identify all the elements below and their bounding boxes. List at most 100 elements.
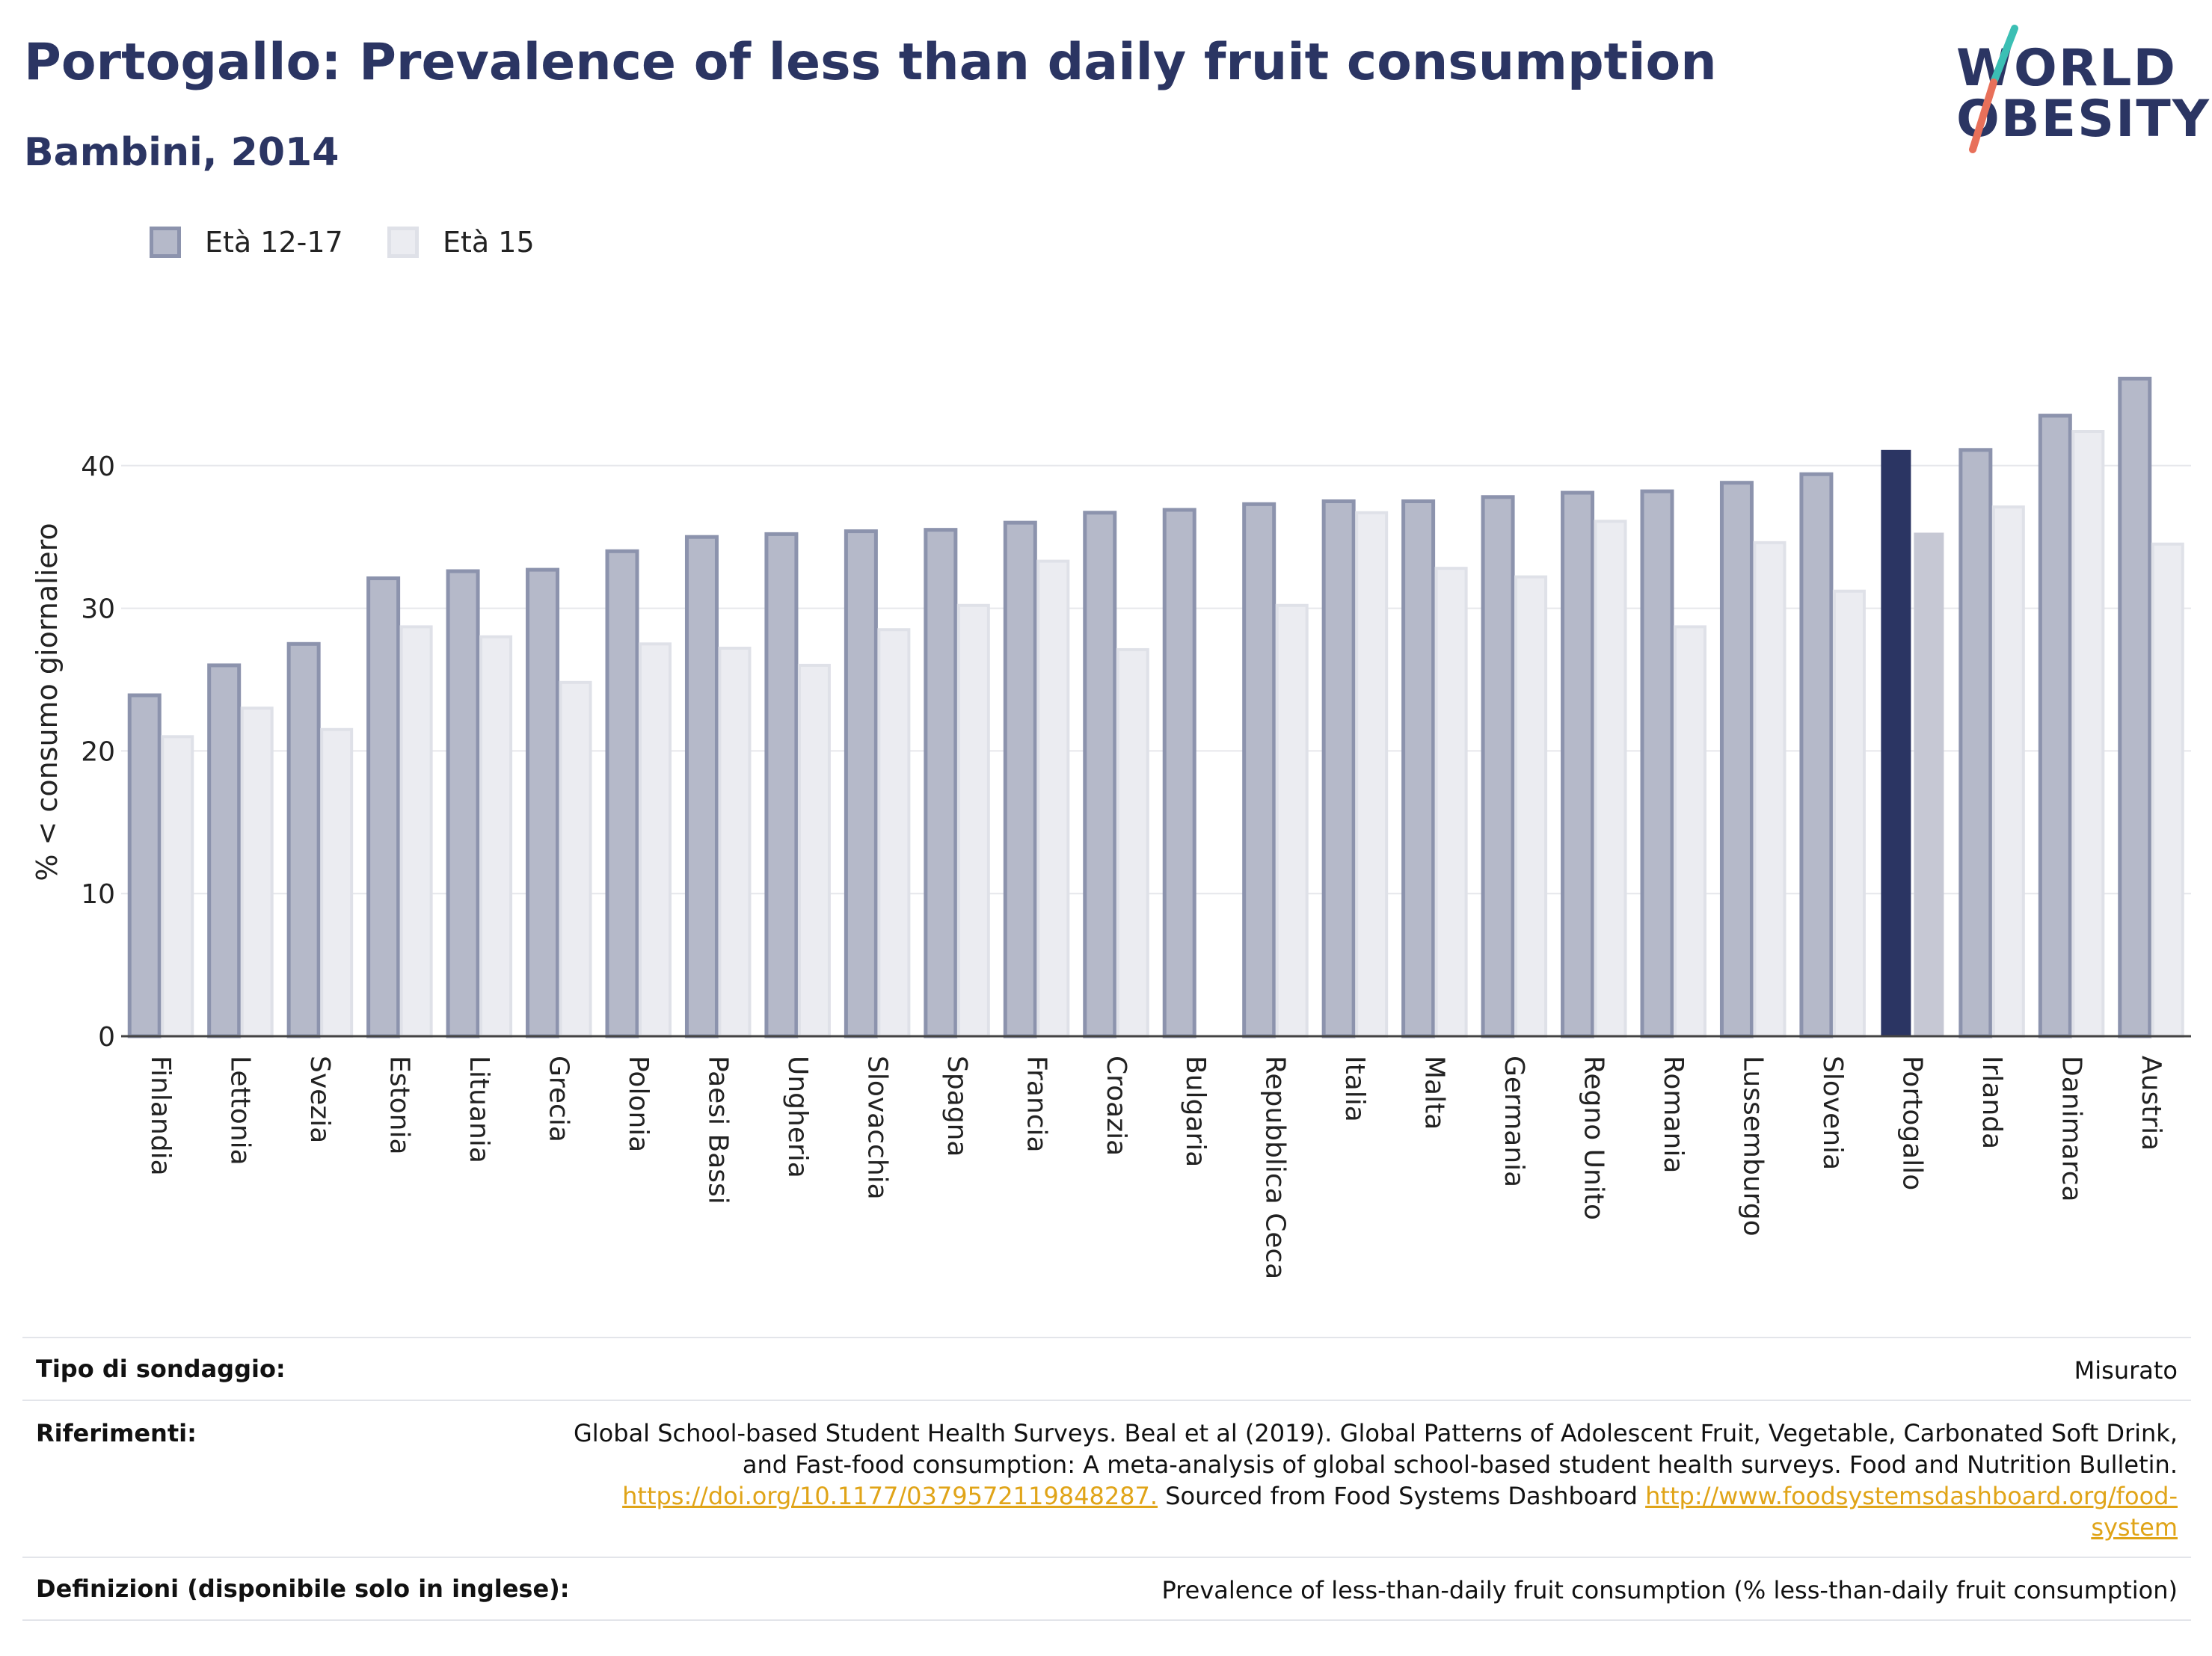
bar-age-15-polonia (639, 642, 672, 1038)
x-tick-label-lituania: Lituania (464, 1056, 494, 1163)
bar-chart: 0 10 20 30 40 % < consumo giornaliero Finlandi… (31, 376, 2191, 1279)
bar-age-15-croazia (1116, 647, 1149, 1038)
bar-age-12-17-grecia (526, 567, 560, 1038)
y-axis-title: % < consumo giornaliero (31, 523, 64, 881)
x-tick-label-germania: Germania (1499, 1056, 1529, 1187)
bar-age-12-17-malta (1401, 499, 1436, 1038)
logo-slash-icon (1969, 25, 2018, 153)
bar-age-15-svezia (320, 727, 354, 1038)
bar-age-15-lituania (479, 635, 513, 1038)
survey-type-label: Tipo di sondaggio: (36, 1355, 286, 1383)
x-tick-label-finlandia: Finlandia (145, 1056, 176, 1176)
references-sourced-text: Sourced from Food Systems Dashboard (1158, 1482, 1646, 1510)
bar-age-15-irlanda (1991, 505, 2025, 1038)
bar-age-12-17-svezia (286, 641, 321, 1038)
x-tick-label-svezia: Svezia (304, 1056, 335, 1143)
x-tick-label-spagna: Spagna (941, 1056, 972, 1157)
y-tick-label-10: 10 (81, 879, 115, 910)
bar-age-15-regno-unito (1594, 520, 1627, 1038)
world-obesity-logo: WORLD OBESITY (1944, 22, 2209, 164)
bar-age-12-17-repubblica-ceca (1242, 502, 1276, 1038)
bar-age-12-17-polonia (605, 549, 639, 1038)
bar-age-12-17-portogallo (1881, 449, 1911, 1036)
bar-age-12-17-regno-unito (1561, 490, 1595, 1038)
bar-age-12-17-lettonia (207, 663, 242, 1038)
x-tick-label-slovacchia: Slovacchia (861, 1056, 892, 1200)
survey-type-value: Misurato (2074, 1356, 2178, 1385)
page-title: Portogallo: Prevalence of less than dail… (24, 33, 1717, 92)
meta-row-definitions: Definizioni (disponibile solo in inglese… (22, 1557, 2191, 1621)
bar-age-15-danimarca (2071, 430, 2105, 1038)
bar-age-12-17-croazia (1083, 511, 1117, 1038)
legend-label-age-15: Età 15 (443, 226, 535, 259)
x-tick-label-lussemburgo: Lussemburgo (1737, 1056, 1768, 1237)
bar-age-12-17-francia (1003, 520, 1037, 1038)
bar-age-15-slovacchia (877, 628, 911, 1038)
x-tick-label-irlanda: Irlanda (1976, 1056, 2007, 1149)
x-tick-label-croazia: Croazia (1101, 1056, 1131, 1156)
legend-swatch-age-12-17 (150, 227, 181, 258)
meta-row-survey: Tipo di sondaggio: Misurato (22, 1337, 2191, 1400)
references-line-2: and Fast-food consumption: A meta-analys… (742, 1450, 2178, 1479)
legend-label-age-12-17: Età 12-17 (205, 226, 343, 259)
dashboard-link-part1[interactable]: http://www.foodsystemsdashboard.org/food… (1645, 1482, 2178, 1510)
bar-age-15-estonia (399, 625, 433, 1038)
bar-age-15-slovenia (1832, 589, 1866, 1038)
bar-age-12-17-lussemburgo (1719, 481, 1754, 1038)
x-tick-label-danimarca: Danimarca (2056, 1056, 2086, 1202)
references-line-3: https://doi.org/10.1177/0379572119848287… (574, 1480, 2178, 1512)
bar-age-12-17-italia (1321, 499, 1356, 1038)
references-value: Global School-based Student Health Surve… (574, 1418, 2178, 1543)
bar-age-15-lussemburgo (1753, 541, 1787, 1038)
references-label: Riferimenti: (36, 1419, 197, 1447)
bar-age-15-austria (2151, 542, 2184, 1038)
x-tick-label-repubblica-ceca: Repubblica Ceca (1260, 1056, 1291, 1279)
x-tick-label-lettonia: Lettonia (225, 1056, 256, 1166)
bar-age-15-spagna (956, 603, 990, 1038)
y-tick-label-20: 20 (81, 736, 115, 767)
x-tick-label-grecia: Grecia (544, 1056, 574, 1142)
bar-age-15-francia (1036, 559, 1070, 1038)
bar-age-15-lettonia (240, 707, 274, 1038)
references-line-4: system (574, 1512, 2178, 1543)
x-tick-label-francia: Francia (1021, 1056, 1051, 1153)
bar-age-15-malta (1434, 567, 1468, 1038)
bar-age-12-17-ungheria (764, 532, 799, 1038)
x-tick-label-italia: Italia (1339, 1056, 1370, 1122)
bar-age-12-17-estonia (366, 576, 401, 1038)
bar-age-12-17-slovenia (1799, 472, 1834, 1038)
definitions-value: Prevalence of less-than-daily fruit cons… (1161, 1576, 2178, 1604)
x-tick-label-estonia: Estonia (384, 1056, 415, 1155)
bar-age-15-romania (1674, 625, 1706, 1038)
bar-age-15-italia (1355, 511, 1389, 1038)
bar-age-12-17-slovacchia (844, 529, 878, 1038)
bar-age-12-17-bulgaria (1162, 508, 1196, 1038)
y-tick-label-40: 40 (81, 452, 115, 482)
bar-age-12-17-germania (1481, 495, 1515, 1038)
x-tick-label-ungheria: Ungheria (782, 1056, 813, 1178)
page-subtitle: Bambini, 2014 (24, 130, 340, 175)
bar-age-12-17-romania (1640, 489, 1674, 1038)
bar-age-12-17-spagna (924, 528, 958, 1038)
x-tick-label-bulgaria: Bulgaria (1180, 1056, 1211, 1167)
x-tick-label-paesi-bassi: Paesi Bassi (702, 1056, 733, 1204)
bar-age-15-portogallo (1914, 532, 1944, 1036)
x-tick-label-polonia: Polonia (623, 1056, 654, 1152)
x-tick-label-austria: Austria (2136, 1056, 2166, 1151)
y-tick-label-30: 30 (81, 594, 115, 625)
bar-age-12-17-paesi-bassi (684, 535, 719, 1038)
bar-age-12-17-finlandia (127, 693, 162, 1038)
bar-age-15-germania (1514, 575, 1548, 1038)
dashboard-link-part2[interactable]: system (2091, 1513, 2178, 1542)
x-tick-label-portogallo: Portogallo (1896, 1056, 1927, 1190)
references-line-1: Global School-based Student Health Surve… (573, 1419, 2178, 1447)
meta-row-references: Riferimenti: Global School-based Student… (22, 1400, 2191, 1557)
doi-link[interactable]: https://doi.org/10.1177/0379572119848287… (622, 1482, 1158, 1510)
bar-age-15-grecia (559, 680, 592, 1038)
bar-age-12-17-lituania (446, 569, 480, 1038)
legend-item-age-15[interactable]: Età 15 (387, 223, 535, 262)
bar-age-15-finlandia (161, 735, 194, 1038)
bar-age-12-17-irlanda (1958, 448, 1993, 1038)
legend-item-age-12-17[interactable]: Età 12-17 (150, 223, 343, 262)
x-tick-label-malta: Malta (1419, 1056, 1450, 1130)
